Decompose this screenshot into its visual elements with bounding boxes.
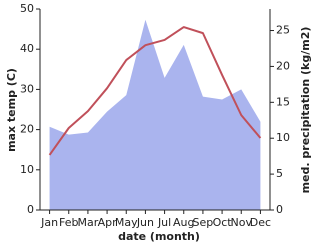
x-tick-label: Dec: [250, 216, 271, 229]
x-tick-label: Nov: [231, 216, 253, 229]
x-tick-label: May: [115, 216, 138, 229]
y2-tick-label: 20: [276, 59, 290, 72]
y-tick-label: 20: [20, 123, 34, 136]
x-tick-label: Mar: [78, 216, 99, 229]
y2-tick-label: 5: [276, 167, 283, 180]
x-axis-label: date (month): [118, 230, 200, 243]
x-tick-label: Jul: [157, 216, 171, 229]
x-tick-label: Sep: [193, 216, 214, 229]
temp-line: [48, 26, 262, 156]
y-tick-label: 0: [27, 203, 34, 216]
y2-tick-label: 15: [276, 95, 290, 108]
x-tick-label: Aug: [173, 216, 194, 229]
x-tick-label: Oct: [213, 216, 233, 229]
y2-tick-label: 10: [276, 131, 290, 144]
x-tick-label: Feb: [59, 216, 78, 229]
y2-axis-label: med. precipitation (kg/m2): [299, 27, 312, 194]
x-tick-label: Jun: [136, 216, 154, 229]
y-tick-label: 10: [20, 163, 34, 176]
x-tick-label: Apr: [98, 216, 118, 229]
precip-area: [49, 19, 261, 211]
y-tick-label: 40: [20, 42, 34, 55]
y-tick-label: 50: [20, 2, 34, 15]
x-tick-label: Jan: [40, 216, 58, 229]
y2-tick-label: 0: [276, 203, 283, 216]
y-tick-label: 30: [20, 82, 34, 95]
y-axis-label: max temp (C): [5, 68, 18, 152]
y2-tick-label: 25: [276, 24, 290, 37]
